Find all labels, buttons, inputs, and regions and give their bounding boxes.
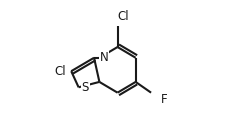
Text: Cl: Cl	[118, 10, 129, 23]
Text: F: F	[161, 93, 168, 106]
Text: S: S	[82, 81, 89, 94]
Text: N: N	[100, 51, 109, 64]
Text: Cl: Cl	[54, 65, 66, 78]
